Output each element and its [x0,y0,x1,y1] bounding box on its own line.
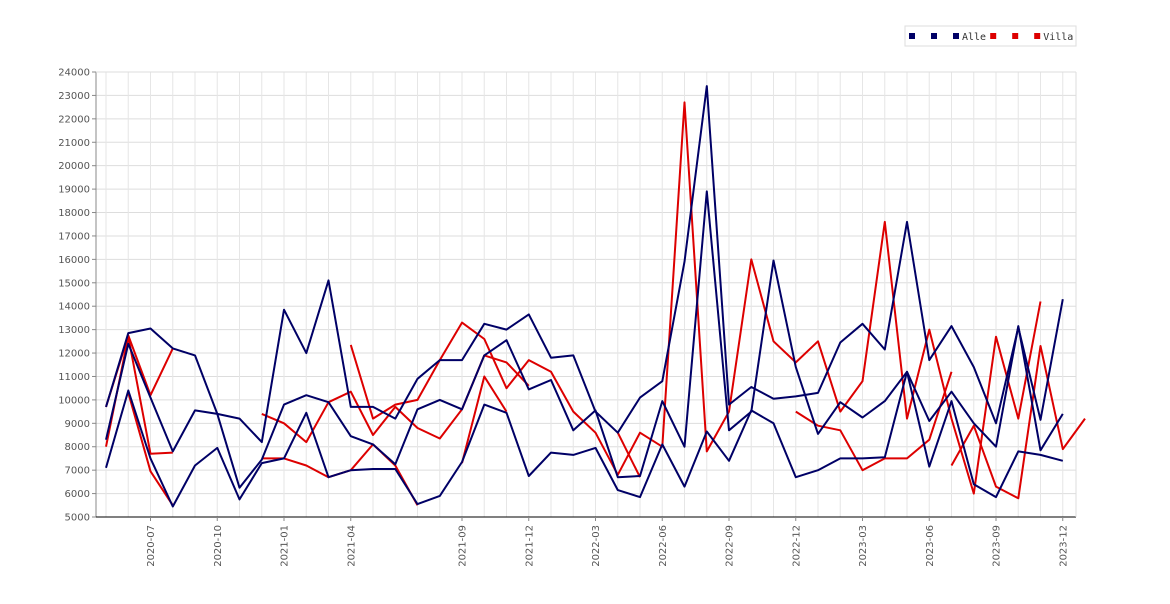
y-tick-label: 15000 [58,278,90,289]
x-tick-label: 2022-12 [791,525,802,567]
series-segment [127,392,174,506]
legend-label: Alle [962,32,986,43]
series-segment [261,443,419,506]
y-tick-label: 13000 [58,325,90,336]
legend-swatch [1034,33,1041,39]
legend-swatch [909,33,915,39]
y-tick-label: 17000 [58,231,90,242]
x-tick-label: 2021-04 [346,525,357,567]
y-tick-label: 24000 [58,68,90,79]
y-axis-ticks: 5000 6000 7000 8000 9000 10000 11000 12000 13000… [58,68,96,524]
series-line [105,370,1064,508]
y-tick-label: 12000 [58,349,90,360]
legend-swatch [1012,33,1019,39]
x-tick-label: 2023-06 [925,525,936,567]
x-tick-label: 2023-03 [858,525,869,567]
y-tick-label: 11000 [58,372,90,383]
y-tick-label: 8000 [65,442,90,453]
series-segment [105,370,1064,508]
legend: Alle Villa [904,25,1077,47]
y-tick-label: 19000 [58,185,90,196]
y-tick-label: 23000 [58,91,90,102]
x-tick-label: 2023-12 [1058,525,1069,567]
x-tick-label: 2022-09 [725,525,736,567]
series-layer [105,85,1086,508]
series-segment [105,85,1064,444]
series-segment [795,371,953,472]
x-axis-ticks: 2020-07 2020-10 2021-01 2021-04 2021-09 2021-… [146,517,1069,567]
x-tick-label: 2021-01 [280,525,291,567]
grid [96,71,1076,518]
series-segment [616,432,641,478]
y-tick-label: 21000 [58,138,90,149]
x-tick-label: 2022-03 [591,525,602,567]
axes [95,71,1077,518]
y-tick-label: 16000 [58,255,90,266]
series-segment [461,375,508,464]
y-tick-label: 22000 [58,114,90,125]
x-tick-label: 2020-10 [213,525,224,567]
y-tick-label: 14000 [58,302,90,313]
x-tick-label: 2022-06 [658,525,669,567]
series-segment [950,345,1086,500]
x-tick-label: 2020-07 [146,525,157,567]
y-tick-label: 10000 [58,395,90,406]
legend-swatch [931,33,937,39]
x-tick-label: 2021-12 [524,525,535,567]
x-tick-label: 2021-09 [458,525,469,567]
series-line [105,85,1064,444]
series-line [127,371,953,506]
y-tick-label: 6000 [65,489,90,500]
series-line [105,190,1064,489]
legend-swatch [990,33,997,39]
series-segment [349,101,1042,495]
y-tick-label: 7000 [65,466,90,477]
y-tick-label: 20000 [58,161,90,172]
series-segment [105,190,1064,489]
x-tick-label: 2023-09 [992,525,1003,567]
legend-label: Villa [1043,32,1073,43]
y-tick-label: 9000 [65,419,90,430]
y-tick-label: 18000 [58,208,90,219]
legend-swatch [953,33,959,39]
y-tick-label: 5000 [65,513,90,524]
